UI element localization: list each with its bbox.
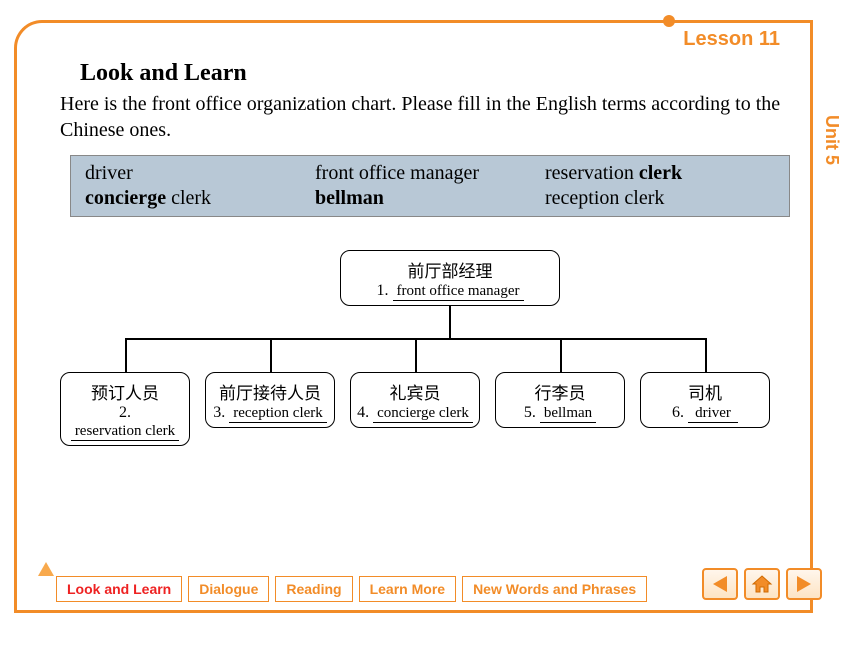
answer-blank[interactable]: front office manager bbox=[393, 283, 524, 301]
answer-blank[interactable]: bellman bbox=[540, 405, 596, 423]
arrow-right-icon bbox=[797, 576, 811, 592]
word-bank-item: reception clerk bbox=[545, 187, 775, 210]
arrow-left-icon bbox=[713, 576, 727, 592]
answer-blank[interactable]: driver bbox=[688, 405, 738, 423]
nav-row: Look and Learn Dialogue Reading Learn Mo… bbox=[56, 576, 653, 602]
org-node-answer-row: 6. driver bbox=[645, 404, 765, 423]
org-node-answer-row: 3. reception clerk bbox=[210, 404, 330, 423]
bottom-nav: Look and Learn Dialogue Reading Learn Mo… bbox=[38, 570, 822, 608]
word-bank: driver front office manager reservation … bbox=[70, 155, 790, 217]
org-node-cn: 前厅接待人员 bbox=[210, 379, 330, 404]
answer-blank[interactable]: reservation clerk bbox=[71, 423, 179, 441]
instruction-text: Here is the front office organization ch… bbox=[60, 91, 800, 143]
org-node-manager: 前厅部经理 1. front office manager bbox=[340, 250, 560, 306]
home-icon bbox=[751, 574, 773, 594]
nav-new-words[interactable]: New Words and Phrases bbox=[462, 576, 647, 602]
org-node-child: 行李员 5. bellman bbox=[495, 372, 625, 428]
org-node-answer-row: 4. concierge clerk bbox=[355, 404, 475, 423]
section-title: Look and Learn bbox=[80, 60, 800, 87]
nav-dialogue[interactable]: Dialogue bbox=[188, 576, 269, 602]
org-chart: 前厅部经理 1. front office manager 预订人员 2. re… bbox=[50, 250, 820, 480]
connector bbox=[560, 338, 562, 372]
prev-button[interactable] bbox=[702, 568, 738, 600]
connector bbox=[705, 338, 707, 372]
content-area: Look and Learn Here is the front office … bbox=[60, 60, 800, 217]
word-bank-item: concierge clerk bbox=[85, 187, 315, 210]
org-node-cn: 礼宾员 bbox=[355, 379, 475, 404]
connector bbox=[415, 338, 417, 372]
word-bank-item: bellman bbox=[315, 187, 545, 210]
org-node-cn: 司机 bbox=[645, 379, 765, 404]
word-bank-item: front office manager bbox=[315, 162, 545, 185]
answer-blank[interactable]: reception clerk bbox=[229, 405, 327, 423]
word-bank-item: reservation clerk bbox=[545, 162, 775, 185]
org-node-child: 司机 6. driver bbox=[640, 372, 770, 428]
nav-reading[interactable]: Reading bbox=[275, 576, 352, 602]
frame-bottom bbox=[14, 610, 813, 613]
connector bbox=[125, 338, 127, 372]
connector bbox=[270, 338, 272, 372]
answer-blank[interactable]: concierge clerk bbox=[373, 405, 473, 423]
org-node-answer-row: 1. front office manager bbox=[345, 282, 555, 301]
org-node-cn: 预订人员 bbox=[65, 379, 185, 404]
nav-indicator-icon bbox=[38, 562, 54, 576]
next-button[interactable] bbox=[786, 568, 822, 600]
unit-label: Unit 5 bbox=[821, 115, 842, 165]
lesson-label: Lesson 11 bbox=[683, 28, 780, 51]
org-node-cn: 行李员 bbox=[500, 379, 620, 404]
org-node-cn: 前厅部经理 bbox=[345, 257, 555, 282]
org-node-answer-row: 2. reservation clerk bbox=[65, 404, 185, 441]
nav-look-and-learn[interactable]: Look and Learn bbox=[56, 576, 182, 602]
home-button[interactable] bbox=[744, 568, 780, 600]
nav-learn-more[interactable]: Learn More bbox=[359, 576, 456, 602]
org-node-child: 礼宾员 4. concierge clerk bbox=[350, 372, 480, 428]
org-node-child: 前厅接待人员 3. reception clerk bbox=[205, 372, 335, 428]
frame-dot bbox=[663, 15, 675, 27]
org-node-child: 预订人员 2. reservation clerk bbox=[60, 372, 190, 446]
connector bbox=[449, 306, 451, 338]
nav-icons bbox=[702, 568, 822, 600]
org-node-answer-row: 5. bellman bbox=[500, 404, 620, 423]
word-bank-item: driver bbox=[85, 162, 315, 185]
